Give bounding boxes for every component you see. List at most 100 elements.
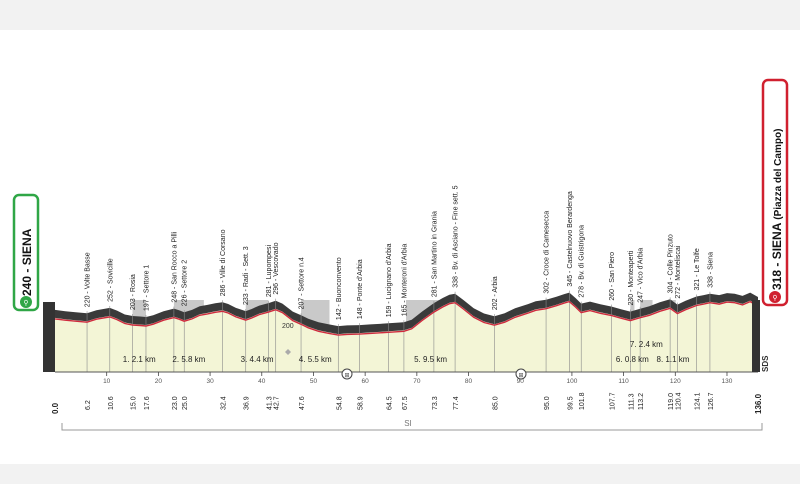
km-tick-label: 40	[258, 378, 266, 385]
place-label: 230 - Monteaperti	[628, 250, 635, 305]
place-labels: 220 - Volte Basse 252 - Sovicille 203 - Ro…	[85, 185, 715, 320]
sector-label: 8. 1.1 km	[657, 355, 690, 364]
place-label: 207 - Settore n.4	[299, 257, 306, 309]
km-label: 10.6	[108, 396, 115, 410]
place-label: 302 - Croce di Camesecca	[544, 211, 551, 294]
km-label: 136.0	[754, 393, 763, 414]
km-tick-label: 70	[413, 378, 421, 385]
km-label: 47.6	[299, 396, 306, 410]
km-label: 124.1	[694, 392, 701, 410]
km-label: 95.0	[544, 396, 551, 410]
place-label: 220 - Volte Basse	[85, 252, 92, 307]
start-label: 240 - SIENA	[20, 228, 34, 296]
km-label: 23.0	[172, 396, 179, 410]
km-tick-label: 130	[722, 378, 733, 385]
place-label: 281 - Lupompesi	[266, 245, 273, 298]
km-label: 6.2	[85, 400, 92, 410]
km-label: 64.5	[386, 396, 393, 410]
place-label: 148 - Ponte d'Arbia	[357, 259, 364, 319]
place-label: 345 - Castelnuovo Berardenga	[567, 191, 574, 286]
km-label: 25.0	[182, 396, 189, 410]
place-label: 226 - Settore 2	[182, 260, 189, 306]
sector-label: 2. 5.8 km	[172, 355, 205, 364]
km-ticks: 10 20 30 40 50 60 70 80 90 100 110 120 130	[103, 372, 733, 385]
finish-wall	[752, 300, 760, 372]
sector-label: 6. 0.8 km	[616, 355, 649, 364]
km-label: 58.9	[357, 396, 364, 410]
km-label: 126.7	[708, 392, 715, 410]
diamond-icon	[285, 349, 291, 355]
km-label: 41.3	[266, 396, 273, 410]
start-bike-icon	[20, 296, 32, 308]
brand-logo: SDS	[761, 355, 770, 372]
place-label: 272 - Monteliscai	[675, 245, 682, 298]
km-label: 85.0	[492, 396, 499, 410]
place-label: 260 - San Piero	[609, 252, 616, 301]
place-label: 281 - San Martino in Grania	[431, 211, 438, 297]
place-label: 203 - Rosia	[130, 274, 137, 310]
sprint-icon: ⊞	[515, 368, 527, 380]
place-label: 304 - Colle Pinzuto	[668, 234, 675, 293]
km-label: 0.0	[51, 402, 60, 414]
elevation-tick: 200	[282, 323, 294, 330]
svg-text:⚲: ⚲	[772, 294, 777, 302]
sector-label: 1. 2.1 km	[123, 355, 156, 364]
place-label: 321 - Le Tolfe	[694, 248, 701, 290]
svg-text:⊞: ⊞	[344, 373, 349, 379]
place-label: 197 - Settore 1	[143, 265, 150, 311]
place-label: 248 - San Rocco a Pilli	[171, 231, 178, 302]
km-tick-label: 100	[566, 378, 577, 385]
sector-labels: 1. 2.1 km 2. 5.8 km 3. 4.4 km 4. 5.5 km 5. 9…	[123, 340, 690, 364]
km-label: 77.4	[453, 396, 460, 410]
profile-panel	[0, 30, 800, 464]
km-label: 67.5	[402, 396, 409, 410]
place-label: 142 - Buonconvento	[336, 257, 343, 320]
km-label: 54.8	[336, 396, 343, 410]
km-tick-label: 120	[670, 378, 681, 385]
profile-band	[55, 300, 758, 372]
bottom-band	[0, 464, 800, 484]
place-label: 159 - Lucignano d'Arbia	[386, 243, 393, 317]
km-label: 42.7	[274, 396, 281, 410]
km-label: 119.0	[668, 393, 675, 410]
finish-badge: 318 - SIENA (Piazza del Campo) ⚲	[761, 78, 789, 307]
km-label: 120.4	[675, 392, 682, 410]
km-tick-label: 80	[465, 378, 473, 385]
place-label: 338 - Bv. di Asciano - Fine sett. 5	[453, 185, 460, 287]
sector-label: 4. 5.5 km	[299, 355, 332, 364]
sector-label: 5. 9.5 km	[414, 355, 447, 364]
place-label: 233 - Radi - Sett. 3	[243, 246, 250, 305]
place-label: 286 - Ville di Corsano	[220, 229, 227, 296]
sector-label: 3. 4.4 km	[241, 355, 274, 364]
km-labels: 0.0 6.2 10.6 15.0 17.6 23.0 25.0 32.4 36.9 41.3 42…	[51, 392, 763, 414]
km-tick-label: 30	[206, 378, 214, 385]
km-tick-label: 10	[103, 378, 111, 385]
km-label: 32.4	[220, 396, 227, 410]
place-label: 165 - Monteroni d'Arbia	[401, 244, 408, 317]
place-label: 296 - Vescovado	[273, 242, 280, 294]
place-label: 338 - Siena	[707, 252, 714, 288]
km-tick-label: 90	[517, 378, 525, 385]
finish-label: 318 - SIENA (Piazza del Campo)	[770, 129, 784, 290]
km-label: 99.5	[567, 396, 574, 410]
footer-label: SI	[404, 419, 412, 428]
top-band	[0, 0, 800, 30]
profile-line	[54, 300, 759, 336]
place-label: 278 - Bv. di Guistrigona	[579, 225, 586, 298]
svg-text:⊞: ⊞	[518, 373, 523, 379]
finish-bike-icon	[769, 291, 781, 303]
km-label: 101.8	[579, 392, 586, 410]
km-tick-label: 110	[618, 378, 629, 385]
km-label: 111.3	[628, 393, 635, 410]
profile-ridge	[55, 292, 758, 335]
svg-text:⚲: ⚲	[23, 299, 28, 307]
sector-label: 7. 2.4 km	[630, 340, 663, 349]
km-label: 107.7	[610, 392, 617, 410]
place-label: 247 - Vico d'Arbia	[638, 248, 645, 303]
km-label: 15.0	[131, 396, 138, 410]
km-tick-label: 50	[310, 378, 318, 385]
start-wall	[43, 302, 55, 372]
km-label: 73.3	[432, 396, 439, 410]
place-label: 252 - Sovicille	[107, 258, 114, 302]
